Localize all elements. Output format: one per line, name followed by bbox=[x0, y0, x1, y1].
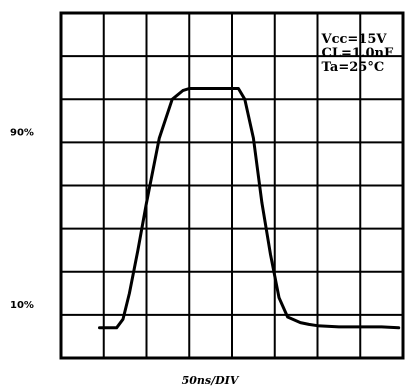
waveform-trace bbox=[98, 87, 401, 330]
grid bbox=[59, 11, 405, 360]
condition-line-1: CL=1.0nF bbox=[322, 46, 394, 61]
x-axis-label: 50ns/DIV bbox=[182, 374, 240, 387]
plot-frame bbox=[59, 11, 405, 360]
condition-line-2: Ta=25°C bbox=[322, 60, 385, 75]
level-label-0: 90% bbox=[10, 128, 34, 139]
level-label-1: 10% bbox=[10, 300, 34, 311]
condition-line-0: Vcc=15V bbox=[321, 32, 388, 47]
level-labels: 90% 10% bbox=[10, 128, 34, 312]
